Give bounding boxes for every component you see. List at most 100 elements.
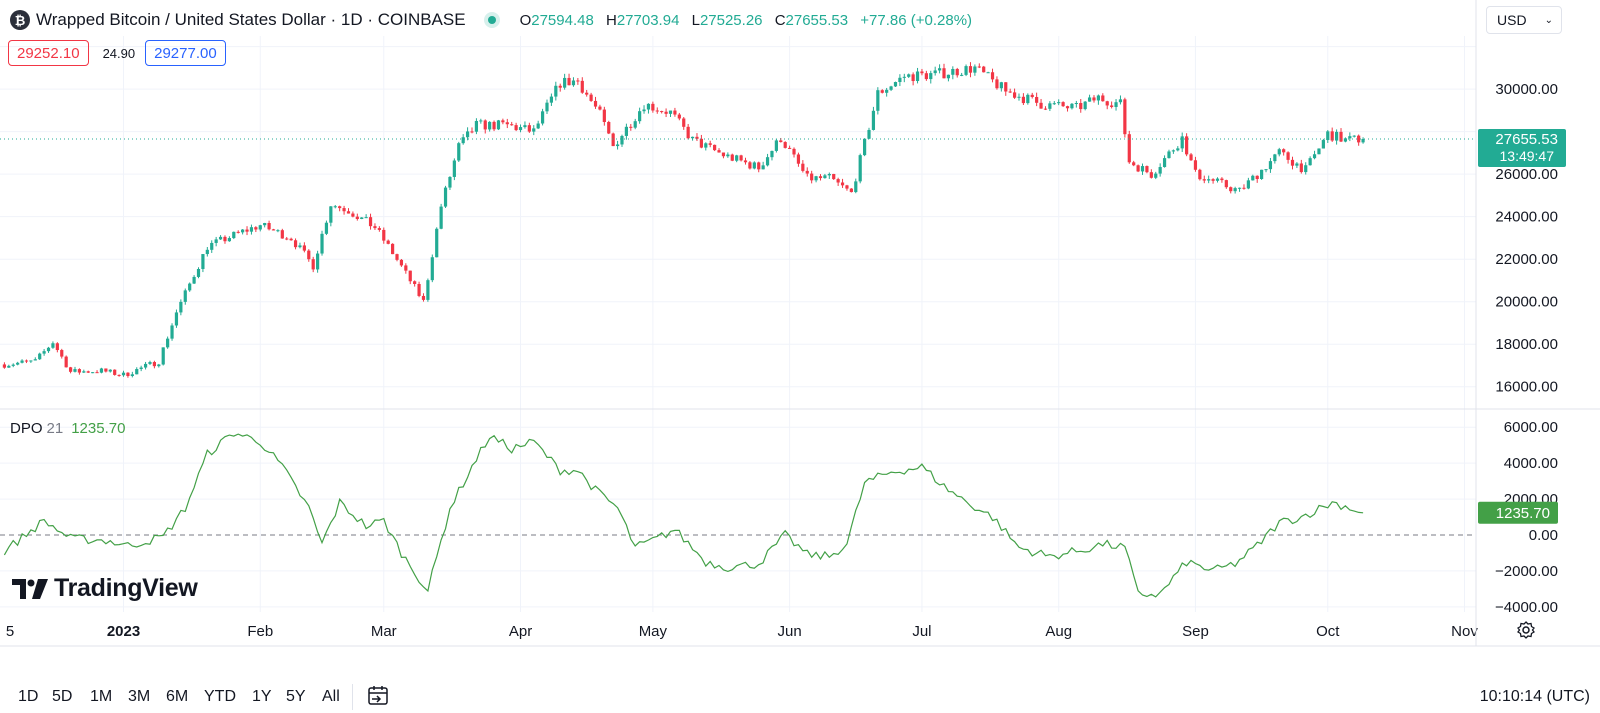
candle-body bbox=[342, 208, 346, 212]
candle-body bbox=[770, 150, 774, 158]
candle-body bbox=[505, 122, 509, 125]
candle-body bbox=[1162, 158, 1167, 168]
candle-body bbox=[1286, 152, 1290, 160]
candle-body bbox=[364, 217, 368, 219]
candle-body bbox=[660, 111, 664, 113]
candle-body bbox=[1264, 169, 1268, 171]
candle-body bbox=[982, 66, 986, 73]
timeframe-button[interactable]: 1Y bbox=[252, 688, 272, 705]
ohlc-values: O27594.48 H27703.94 L27525.26 C27655.53 … bbox=[519, 11, 973, 29]
candle-body bbox=[514, 125, 518, 131]
candle-body bbox=[567, 77, 571, 86]
candle-body bbox=[554, 85, 558, 97]
candle-body bbox=[885, 89, 889, 93]
candle-body bbox=[1083, 101, 1087, 110]
candle-body bbox=[818, 176, 823, 179]
candle-body bbox=[951, 68, 955, 75]
dpo-series bbox=[3, 433, 1364, 598]
candle-body bbox=[285, 238, 289, 240]
candle-body bbox=[1348, 136, 1352, 139]
wbtc-logo-icon: ₿ bbox=[10, 10, 30, 30]
candle-body bbox=[1299, 163, 1303, 173]
candle-body bbox=[854, 181, 858, 193]
timeframe-button[interactable]: 3M bbox=[128, 688, 151, 705]
candle-body bbox=[29, 360, 33, 362]
candle-body bbox=[258, 225, 262, 230]
timeframe-button[interactable]: 1M bbox=[90, 688, 113, 705]
candle-body bbox=[973, 66, 977, 73]
dpo-value-badge bbox=[1478, 501, 1558, 524]
tradingview-logo[interactable]: TradingView bbox=[12, 574, 198, 603]
dpo-axis-label: −2000.00 bbox=[1495, 563, 1558, 580]
candle-body bbox=[863, 138, 867, 156]
candle-body bbox=[739, 155, 743, 161]
candle-body bbox=[1282, 149, 1286, 153]
dpo-legend[interactable]: DPO 21 1235.70 bbox=[10, 420, 125, 437]
timeframe-button[interactable]: YTD bbox=[204, 688, 236, 705]
dpo-value-label: 1235.70 bbox=[1496, 505, 1550, 522]
time-axis-label: Jul bbox=[912, 623, 931, 640]
candle-body bbox=[11, 364, 15, 366]
candle-body bbox=[104, 368, 108, 372]
candle-body bbox=[1110, 105, 1114, 107]
candle-body bbox=[1246, 180, 1250, 189]
candle-body bbox=[1343, 138, 1348, 142]
candle-body bbox=[426, 280, 430, 300]
candle-body bbox=[117, 374, 121, 376]
candle-body bbox=[571, 80, 576, 86]
candle-body bbox=[1030, 94, 1034, 97]
price-candles bbox=[2, 62, 1365, 378]
candle-body bbox=[1330, 131, 1334, 141]
candle-body bbox=[695, 136, 699, 139]
market-open-icon bbox=[487, 16, 496, 24]
chevron-down-icon: ⌄ bbox=[1544, 14, 1553, 26]
candle-body bbox=[1140, 166, 1145, 172]
timeframe-button[interactable]: 6M bbox=[166, 688, 189, 705]
candle-body bbox=[483, 120, 487, 130]
candle-body bbox=[474, 120, 479, 132]
candle-body bbox=[748, 162, 752, 169]
candle-body bbox=[902, 76, 906, 78]
candle-body bbox=[77, 369, 82, 373]
timeframe-button[interactable]: All bbox=[322, 688, 340, 705]
candle-body bbox=[827, 173, 831, 176]
candle-body bbox=[1317, 148, 1321, 155]
candle-body bbox=[968, 66, 973, 73]
candle-body bbox=[721, 152, 726, 157]
currency-label: USD bbox=[1497, 12, 1527, 28]
candle-body bbox=[1127, 134, 1131, 163]
candle-body bbox=[227, 238, 231, 242]
settings-gear-icon[interactable] bbox=[1516, 620, 1536, 645]
candle-body bbox=[858, 155, 862, 182]
candle-body bbox=[1004, 82, 1008, 92]
timeframe-button[interactable]: 5Y bbox=[286, 688, 306, 705]
timeframe-button[interactable]: 5D bbox=[52, 688, 73, 705]
dpo-length: 21 bbox=[46, 420, 64, 437]
candle-body bbox=[792, 148, 796, 155]
candle-body bbox=[765, 157, 770, 166]
go-to-date-icon[interactable] bbox=[366, 684, 390, 713]
symbol-title[interactable]: Wrapped Bitcoin / United States Dollar ·… bbox=[36, 10, 466, 29]
last-price-label: 27655.53 bbox=[1495, 131, 1558, 148]
candle-body bbox=[580, 80, 584, 93]
candle-body bbox=[540, 111, 545, 124]
candle-body bbox=[757, 162, 761, 170]
sell-button[interactable]: 29252.10 bbox=[8, 40, 89, 66]
candle-body bbox=[1012, 92, 1017, 98]
candle-body bbox=[1154, 173, 1158, 178]
utc-clock[interactable]: 10:10:14 (UTC) bbox=[1479, 688, 1590, 705]
candle-body bbox=[1171, 150, 1175, 152]
currency-select[interactable]: USD ⌄ bbox=[1486, 6, 1562, 34]
candle-body bbox=[1043, 108, 1048, 110]
candle-body bbox=[501, 120, 505, 123]
candle-body bbox=[60, 350, 64, 357]
candle-body bbox=[24, 360, 29, 362]
candle-body bbox=[157, 364, 161, 367]
divider bbox=[352, 684, 353, 710]
candle-body bbox=[810, 173, 814, 181]
candle-body bbox=[1149, 172, 1153, 178]
buy-button[interactable]: 29277.00 bbox=[145, 40, 226, 66]
candle-body bbox=[1202, 179, 1206, 181]
timeframe-button[interactable]: 1D bbox=[18, 688, 39, 705]
